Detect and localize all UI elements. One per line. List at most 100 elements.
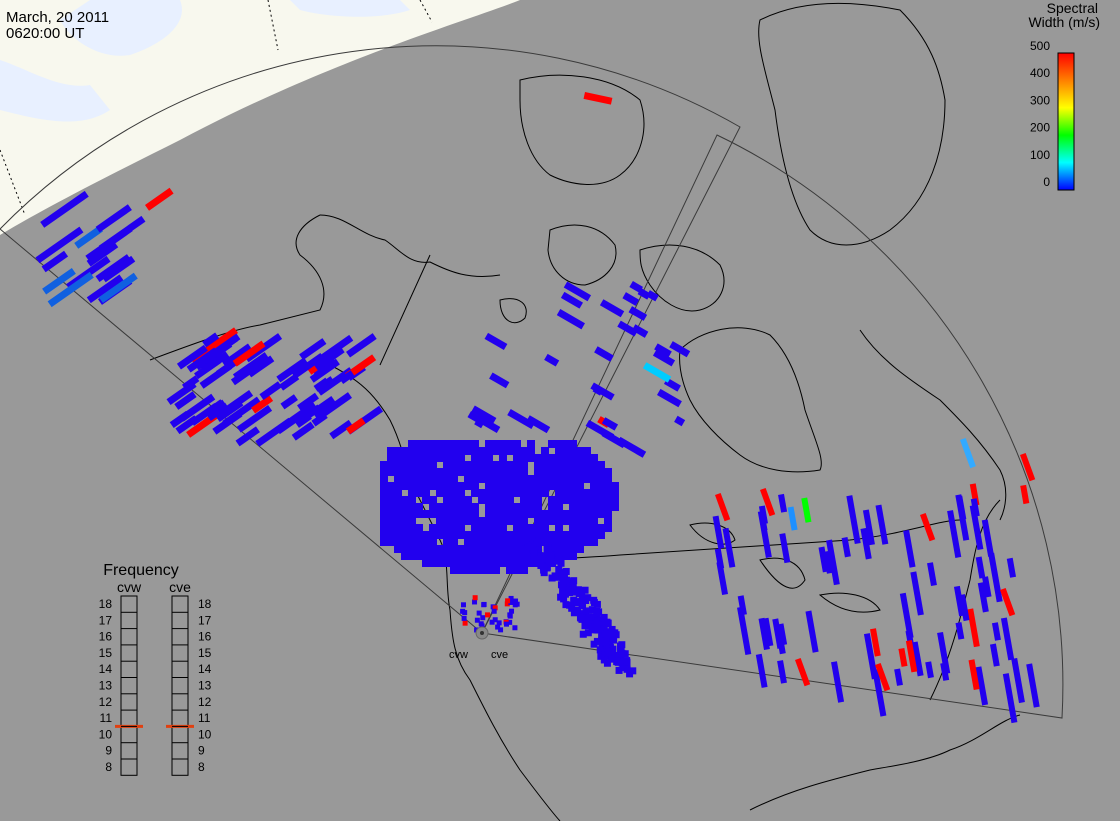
echo-streak [207, 399, 227, 417]
echo-streak [145, 187, 174, 211]
frequency-scale: 18 17 16 15 14 13 12 11 10 9 8 18 17 16 15 14 13 12 11 10 9 8 [99, 595, 212, 776]
echo-streak [841, 537, 851, 558]
echo-cell [422, 545, 430, 553]
echo-cell [499, 482, 507, 490]
echo-cell [492, 440, 500, 448]
echo-cell [597, 621, 605, 629]
echo-cell [597, 652, 605, 660]
echo-cell [513, 482, 521, 490]
echo-cell [548, 496, 556, 504]
date-label: March, 20 2011 [6, 9, 109, 26]
echo-cell [461, 615, 467, 621]
echo-streak [279, 373, 300, 391]
echo-streak [977, 582, 989, 613]
echo-cell [415, 482, 423, 490]
frequency-level-label: 9 [105, 744, 112, 758]
echo-cell [499, 552, 507, 560]
echo-cell [583, 531, 591, 539]
echo-streak [85, 225, 133, 262]
echo-cell [600, 656, 608, 664]
echo-cell [520, 496, 528, 504]
echo-cell [600, 625, 608, 633]
echo-cell [436, 447, 444, 455]
echo-cell [480, 615, 486, 621]
echo-cell [513, 598, 519, 604]
echo-cell [597, 503, 605, 511]
echo-cell [509, 608, 515, 614]
echo-streak [955, 622, 965, 640]
echo-cell [623, 665, 631, 673]
echo-cell [604, 510, 612, 518]
echo-cell [422, 468, 430, 476]
echo-cell [596, 646, 604, 654]
echo-cell [380, 531, 388, 539]
echo-cell [408, 475, 416, 483]
echo-streak [863, 633, 878, 680]
echo-cell [520, 489, 528, 497]
echo-cell [443, 489, 451, 497]
echo-streak [959, 594, 970, 622]
echo-cell [443, 559, 451, 567]
echo-cell [457, 468, 465, 476]
echo-cell [485, 524, 493, 532]
echo-cell [387, 524, 395, 532]
echo-cell [443, 552, 451, 560]
echo-cell [471, 552, 479, 560]
echo-cell [476, 610, 482, 616]
echo-cell [573, 599, 581, 607]
echo-cell [408, 440, 416, 448]
echo-cell [555, 565, 563, 573]
echo-streak [898, 648, 908, 667]
echo-cell [499, 517, 507, 525]
echo-cell [527, 503, 535, 511]
echo-cell [499, 524, 507, 532]
echo-cell [547, 551, 555, 559]
echo-cell [513, 566, 521, 574]
echo-cell [513, 524, 521, 532]
echo-cell [429, 503, 437, 511]
echo-cell [464, 538, 472, 546]
echo-cell [460, 602, 466, 608]
echo-cell [422, 559, 430, 567]
echo-streak [194, 357, 222, 380]
echo-cell [541, 468, 549, 476]
echo-streak [314, 334, 354, 366]
echo-cell [555, 489, 563, 497]
echo-streak [309, 358, 340, 383]
echo-cell [520, 447, 528, 455]
echo-cell [429, 475, 437, 483]
echo-cell [408, 552, 416, 560]
echo-cell [492, 475, 500, 483]
echo-streak [40, 190, 89, 228]
echo-cell [584, 594, 592, 602]
echo-cell [450, 510, 458, 518]
echo-cell [471, 503, 479, 511]
echo-cell [604, 482, 612, 490]
echo-streak [622, 292, 640, 306]
echo-cell [380, 475, 388, 483]
frequency-level-label: 16 [198, 630, 212, 644]
echo-cell [566, 601, 574, 609]
echo-cell [464, 545, 472, 553]
echo-cell [604, 496, 612, 504]
echo-streak [251, 395, 274, 414]
frequency-level-label: 14 [99, 662, 113, 676]
echo-cell [499, 454, 507, 462]
echo-cell [387, 531, 395, 539]
echo-cell [450, 531, 458, 539]
echo-cell [507, 612, 513, 618]
echo-cell [527, 482, 535, 490]
frequency-column-cve [171, 595, 189, 776]
echo-cell [513, 489, 521, 497]
echo-streak [585, 419, 615, 441]
echo-cell [422, 454, 430, 462]
echo-cell [492, 468, 500, 476]
echo-cell [569, 468, 577, 476]
echo-cell [520, 454, 528, 462]
echo-streak [297, 392, 319, 412]
radar-sites: cvw cve [449, 626, 508, 661]
echo-cell [485, 468, 493, 476]
echo-cell [436, 454, 444, 462]
echo-cell [387, 489, 395, 497]
echo-cell [408, 461, 416, 469]
